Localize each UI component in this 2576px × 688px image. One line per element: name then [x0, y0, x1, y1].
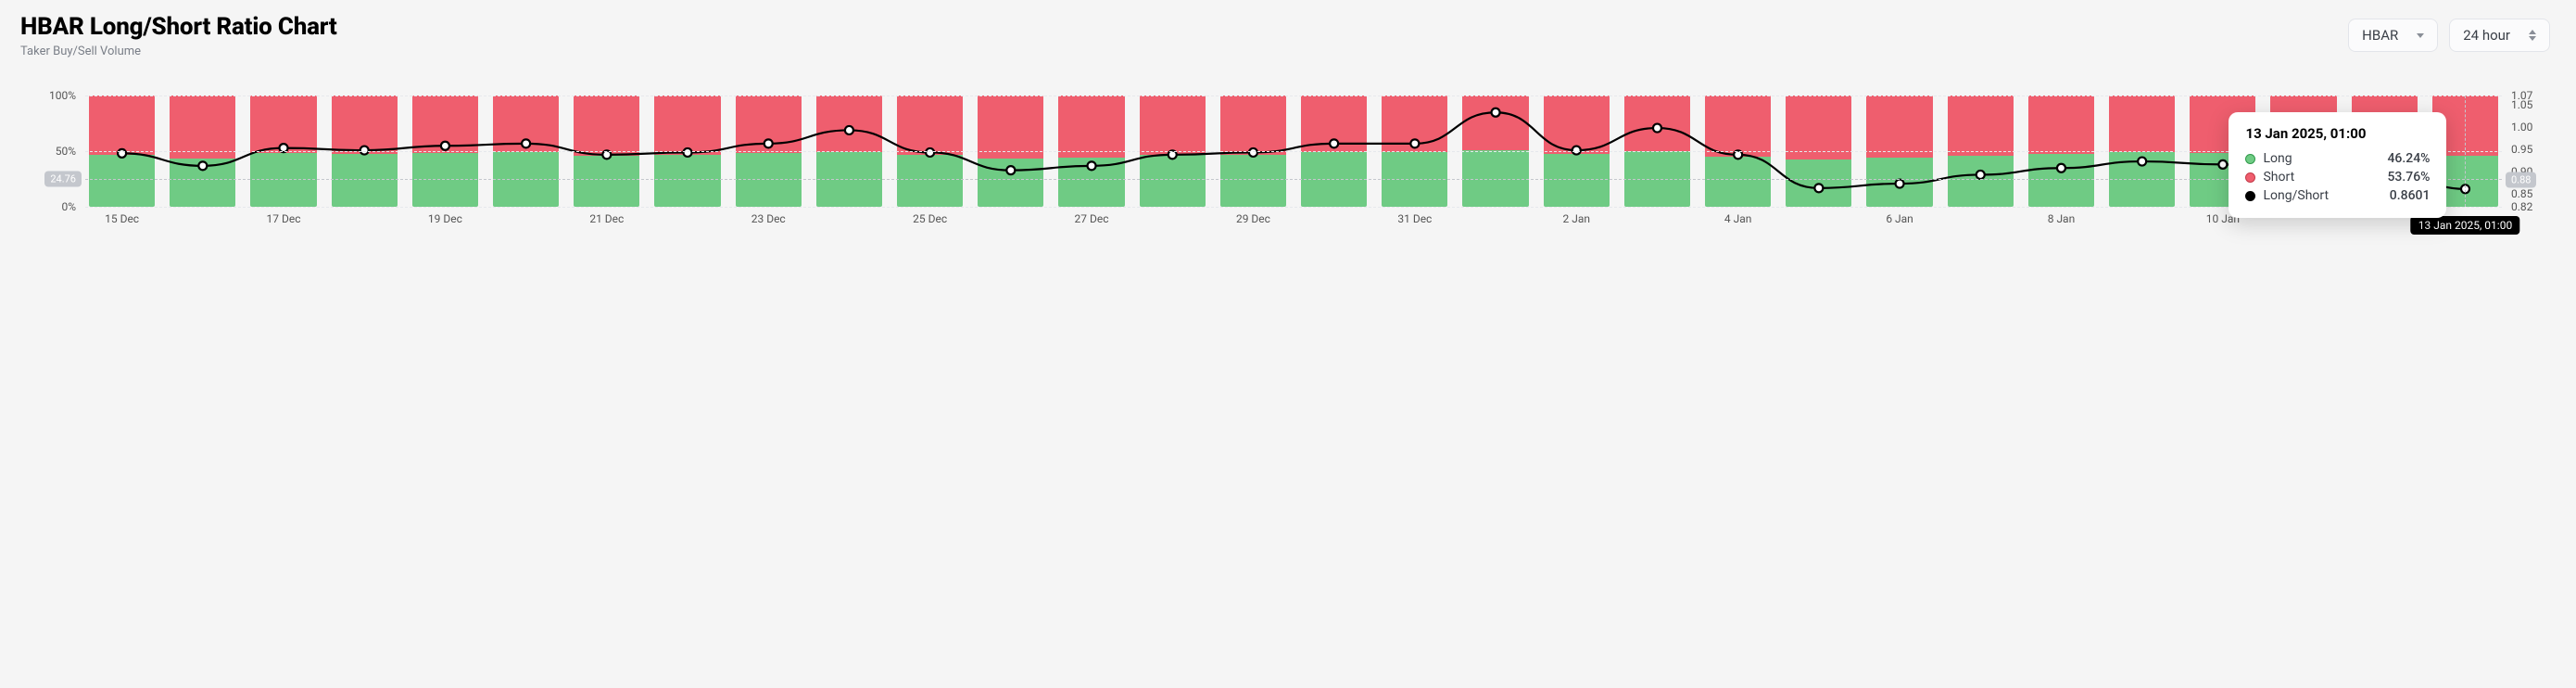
x-tick: 27 Dec [1075, 212, 1109, 225]
ratio-marker [2218, 160, 2227, 169]
x-tick: 23 Dec [751, 212, 786, 225]
tooltip-title: 13 Jan 2025, 01:00 [2245, 125, 2430, 142]
ratio-marker [1814, 184, 1823, 192]
ratio-marker [1006, 166, 1015, 174]
x-tick: 17 Dec [267, 212, 301, 225]
tooltip-row-label: Long [2263, 151, 2292, 166]
ratio-marker [2138, 158, 2146, 166]
ratio-marker [1653, 124, 1661, 133]
y-right-tick: 1.00 [2511, 121, 2532, 134]
x-tick: 19 Dec [428, 212, 462, 225]
ratio-marker [1330, 139, 1338, 147]
x-tick: 31 Dec [1397, 212, 1432, 225]
ratio-marker [2057, 164, 2065, 172]
y-right-crosshair-label: 0.88 [2506, 172, 2536, 188]
ratio-marker [1410, 139, 1419, 147]
y-right-tick: 0.85 [2511, 187, 2532, 200]
chart-title: HBAR Long/Short Ratio Chart [20, 13, 337, 41]
ratio-marker [764, 139, 773, 147]
symbol-dropdown-label: HBAR [2362, 27, 2398, 44]
ratio-marker [441, 142, 449, 150]
y-left-tick: 50% [56, 145, 76, 158]
x-tick: 21 Dec [589, 212, 624, 225]
y-left-tick: 100% [49, 89, 76, 102]
chart-subtitle: Taker Buy/Sell Volume [20, 45, 337, 58]
ratio-marker [1896, 180, 1904, 188]
x-tick: 25 Dec [913, 212, 947, 225]
ratio-marker [845, 126, 853, 134]
y-right-tick: 0.95 [2511, 143, 2532, 156]
chart-header: HBAR Long/Short Ratio Chart Taker Buy/Se… [20, 13, 2556, 58]
ratio-marker [1249, 148, 1257, 157]
tooltip-row: Long/Short 0.8601 [2245, 188, 2430, 203]
legend-dot-icon [2245, 154, 2255, 164]
ratio-marker [1492, 108, 1500, 117]
chevron-down-icon [2417, 33, 2424, 38]
x-highlight-label: 13 Jan 2025, 01:00 [2411, 216, 2519, 235]
legend-dot-icon [2245, 191, 2255, 201]
x-tick: 2 Jan [1563, 212, 1591, 225]
chart-controls: HBAR 24 hour [2348, 19, 2550, 52]
tooltip-row-label: Short [2263, 170, 2294, 185]
y-left-tick: 0% [61, 200, 76, 213]
x-tick: 4 Jan [1724, 212, 1752, 225]
y-right-tick: 0.82 [2511, 200, 2532, 213]
tooltip-row-label: Long/Short [2263, 188, 2329, 203]
ratio-marker [684, 148, 692, 157]
ratio-marker [198, 161, 207, 170]
ratio-marker [1088, 161, 1096, 170]
timeframe-dropdown[interactable]: 24 hour [2449, 19, 2550, 52]
ratio-marker [926, 148, 934, 157]
tooltip-row-value: 46.24% [2387, 151, 2430, 166]
tooltip-row: Short 53.76% [2245, 170, 2430, 185]
chart-plot-area: 0%50%100%24.76 13 Jan 2025, 01:00 Long 46… [20, 96, 2556, 346]
symbol-dropdown[interactable]: HBAR [2348, 19, 2438, 52]
tooltip-row-value: 0.8601 [2390, 188, 2431, 203]
x-tick: 15 Dec [105, 212, 139, 225]
y-right-tick: 1.07 [2511, 89, 2532, 102]
ratio-marker [1976, 171, 1985, 179]
x-tick: 29 Dec [1236, 212, 1270, 225]
legend-dot-icon [2245, 172, 2255, 183]
chart-plot[interactable]: 13 Jan 2025, 01:00 Long 46.24% Short 53.76%… [85, 96, 2502, 207]
chart-tooltip: 13 Jan 2025, 01:00 Long 46.24% Short 53.76%… [2229, 112, 2446, 218]
timeframe-dropdown-label: 24 hour [2463, 27, 2510, 44]
x-tick: 8 Jan [2048, 212, 2076, 225]
y-axis-left: 0%50%100%24.76 [20, 96, 85, 207]
x-axis: 15 Dec 17 Dec 19 Dec 21 Dec 23 Dec 25 Dec 27 D… [85, 212, 2502, 235]
tooltip-row-value: 53.76% [2387, 170, 2430, 185]
y-left-crosshair-label: 24.76 [44, 172, 82, 187]
stepper-icon [2529, 30, 2536, 41]
ratio-marker [522, 139, 530, 147]
y-axis-right: 0.820.850.900.951.001.051.070.88 [2502, 96, 2556, 207]
tooltip-row: Long 46.24% [2245, 151, 2430, 166]
x-tick: 6 Jan [1886, 212, 1913, 225]
